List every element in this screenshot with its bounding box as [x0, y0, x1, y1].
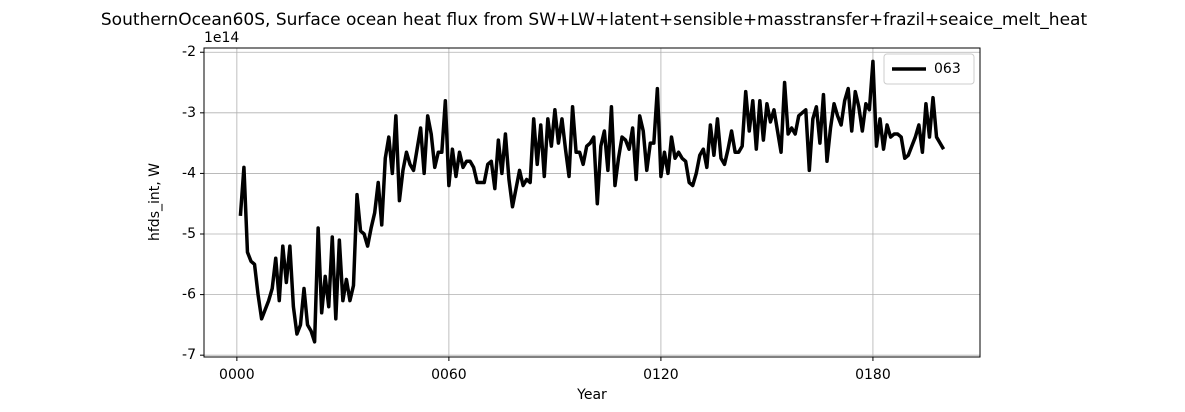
- y-axis-label: hfds_int, W: [147, 163, 163, 241]
- y-tick-label: -4: [182, 165, 196, 181]
- x-tick-label: 0180: [855, 367, 891, 383]
- x-tick-label: 0120: [643, 367, 679, 383]
- y-offset-label: 1e14: [204, 30, 239, 46]
- x-axis-label: Year: [576, 387, 607, 403]
- y-tick-label: -2: [182, 44, 196, 60]
- y-tick-label: -6: [182, 287, 196, 303]
- legend-box: [883, 53, 975, 85]
- data-line: [238, 59, 946, 344]
- plot-frame: [203, 47, 981, 358]
- y-tick-label: -5: [182, 226, 196, 242]
- y-tick-label: -7: [182, 347, 196, 363]
- y-tick-label: -3: [182, 105, 196, 121]
- legend-label: 063: [934, 61, 961, 77]
- x-tick-label: 0000: [219, 367, 255, 383]
- x-tick-label: 0060: [431, 367, 467, 383]
- chart-title: SouthernOcean60S, Surface ocean heat flu…: [101, 10, 1088, 30]
